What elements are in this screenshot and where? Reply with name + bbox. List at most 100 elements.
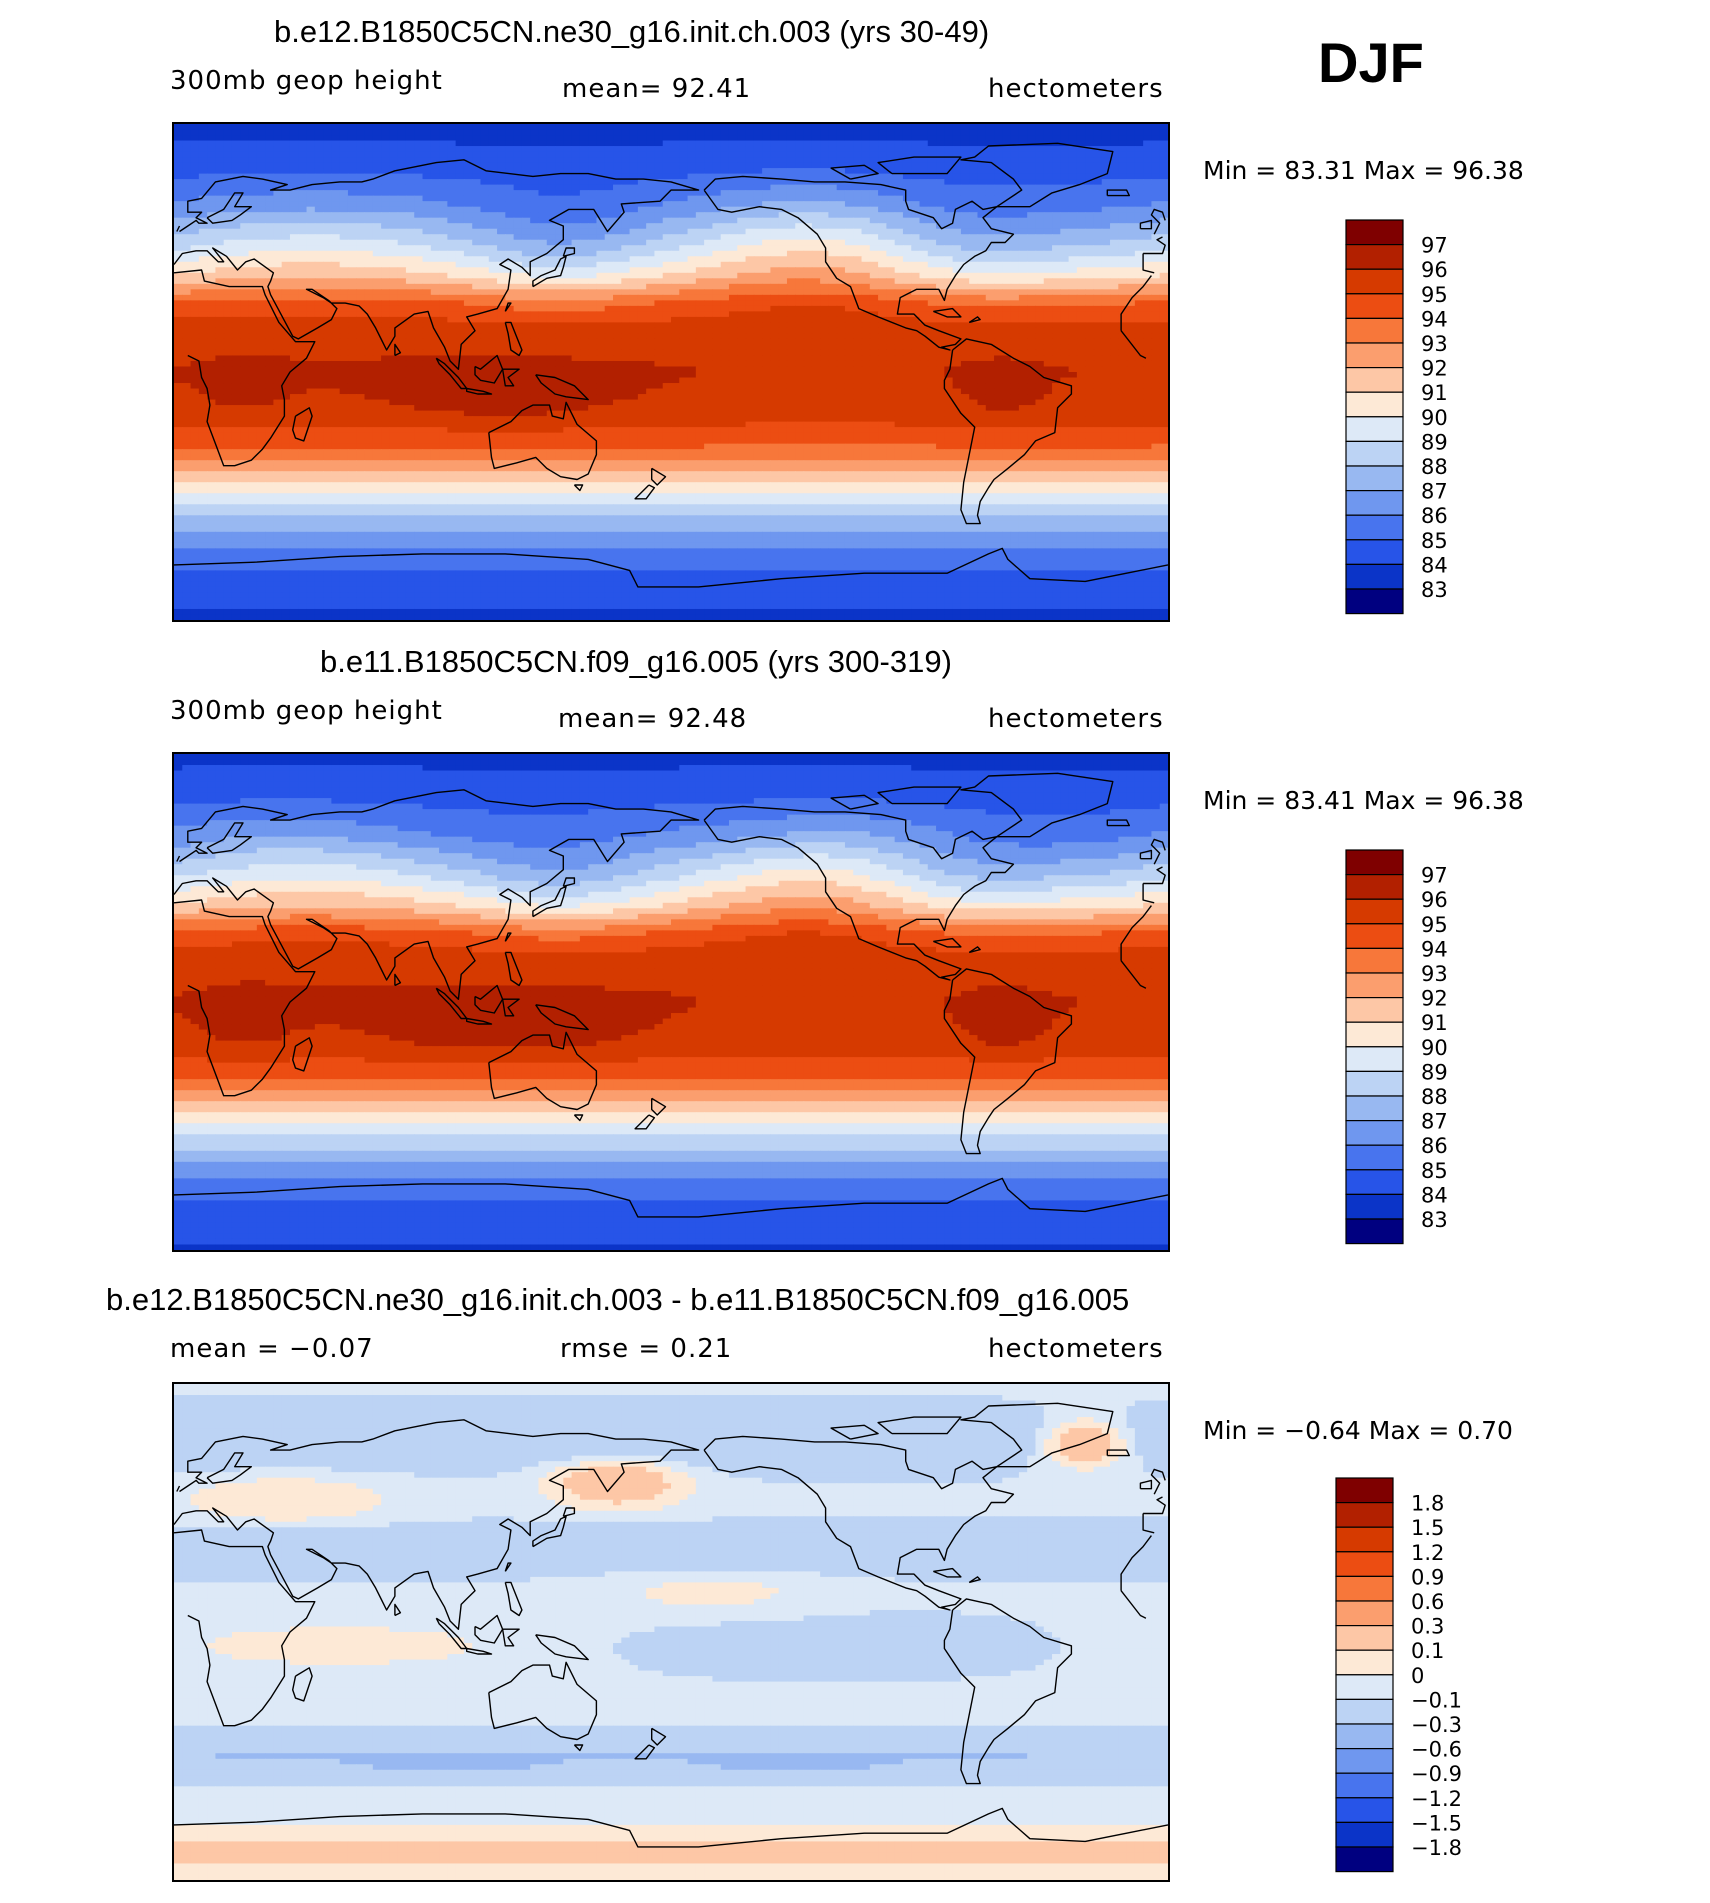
field-cell: [720, 344, 730, 351]
field-cell: [737, 344, 747, 351]
field-cell: [662, 267, 672, 274]
field-cell: [820, 217, 829, 224]
field-cell: [762, 305, 771, 312]
field-cell: [472, 278, 482, 285]
field-cell: [480, 168, 490, 175]
field-cell: [1143, 311, 1153, 318]
field-cell: [364, 146, 374, 153]
field-cell: [1002, 151, 1012, 158]
field-cell: [604, 239, 614, 246]
field-cell: [960, 278, 970, 285]
field-cell: [364, 234, 374, 241]
field-cell: [728, 168, 738, 175]
field-cell: [497, 300, 506, 307]
field-cell: [828, 283, 838, 290]
field-cell: [323, 311, 332, 318]
field-cell: [231, 234, 241, 241]
field-cell: [977, 179, 987, 186]
field-cell: [869, 190, 879, 197]
field-cell: [753, 151, 763, 158]
field-cell: [513, 124, 523, 131]
field-cell: [596, 129, 606, 136]
field-cell: [273, 195, 283, 202]
field-cell: [513, 234, 523, 241]
field-cell: [1085, 327, 1095, 335]
field-cell: [844, 322, 854, 329]
field-cell: [480, 245, 490, 252]
field-cell: [878, 124, 887, 131]
field-cell: [762, 206, 771, 213]
field-cell: [737, 283, 747, 290]
field-cell: [339, 278, 349, 285]
field-cell: [604, 135, 614, 142]
field-cell: [588, 349, 598, 357]
field-cell: [1085, 305, 1095, 312]
field-cell: [869, 195, 879, 202]
field-cell: [720, 140, 730, 147]
field-cell: [1093, 190, 1103, 197]
field-cell: [853, 300, 863, 307]
field-cell: [538, 256, 548, 263]
field-cell: [704, 190, 714, 197]
field-cell: [936, 294, 945, 301]
field-cell: [1002, 135, 1012, 142]
field-cell: [530, 316, 540, 323]
field-cell: [356, 195, 366, 202]
field-cell: [994, 283, 1003, 290]
field-cell: [621, 261, 631, 268]
field-cell: [621, 179, 631, 186]
field-cell: [753, 349, 763, 357]
field-cell: [455, 201, 465, 208]
field-cell: [174, 294, 183, 301]
field-cell: [919, 322, 929, 329]
field-cell: [596, 228, 606, 235]
field-cell: [977, 283, 987, 290]
field-cell: [778, 344, 788, 351]
field-cell: [190, 261, 200, 268]
field-cell: [786, 322, 796, 329]
field-cell: [281, 250, 291, 257]
field-cell: [770, 173, 780, 180]
field-cell: [637, 333, 647, 340]
field-cell: [1002, 190, 1012, 197]
field-cell: [207, 272, 217, 279]
field-cell: [372, 261, 382, 268]
field-cell: [1159, 195, 1168, 202]
field-cell: [579, 217, 589, 224]
field-cell: [828, 250, 838, 257]
field-cell: [820, 239, 829, 246]
field-cell: [430, 151, 440, 158]
field-cell: [323, 206, 332, 213]
field-cell: [281, 124, 291, 131]
field-cell: [472, 333, 482, 340]
field-cell: [240, 201, 250, 208]
field-cell: [190, 223, 200, 230]
field-cell: [662, 129, 672, 136]
field-cell: [1110, 223, 1119, 230]
field-cell: [770, 212, 780, 219]
field-cell: [231, 250, 241, 257]
field-cell: [1159, 146, 1168, 153]
field-cell: [679, 206, 689, 213]
field-cell: [414, 195, 424, 202]
field-cell: [629, 201, 639, 208]
field-cell: [671, 261, 680, 268]
field-cell: [364, 239, 374, 246]
field-cell: [1093, 338, 1103, 346]
field-cell: [778, 195, 788, 202]
field-cell: [621, 157, 631, 164]
field-cell: [463, 146, 473, 153]
field-cell: [422, 344, 432, 351]
field-cell: [447, 294, 457, 301]
field-cell: [878, 179, 887, 186]
field-cell: [1035, 190, 1045, 197]
field-cell: [596, 300, 606, 307]
field-cell: [1043, 261, 1053, 268]
field-cell: [844, 173, 854, 180]
field-cell: [1159, 140, 1168, 147]
field-cell: [439, 190, 448, 197]
field-cell: [1010, 184, 1020, 191]
field-cell: [886, 212, 896, 219]
field-cell: [820, 278, 829, 285]
field-cell: [646, 190, 656, 197]
